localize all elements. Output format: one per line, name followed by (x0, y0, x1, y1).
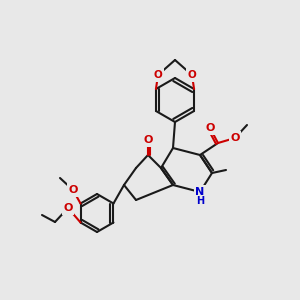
Text: O: O (188, 70, 196, 80)
Text: O: O (143, 135, 153, 145)
Text: O: O (205, 123, 215, 133)
Text: O: O (154, 70, 162, 80)
Text: O: O (68, 185, 78, 195)
Text: O: O (230, 133, 240, 143)
Text: H: H (196, 196, 204, 206)
Text: O: O (63, 203, 73, 213)
Text: N: N (195, 187, 205, 197)
